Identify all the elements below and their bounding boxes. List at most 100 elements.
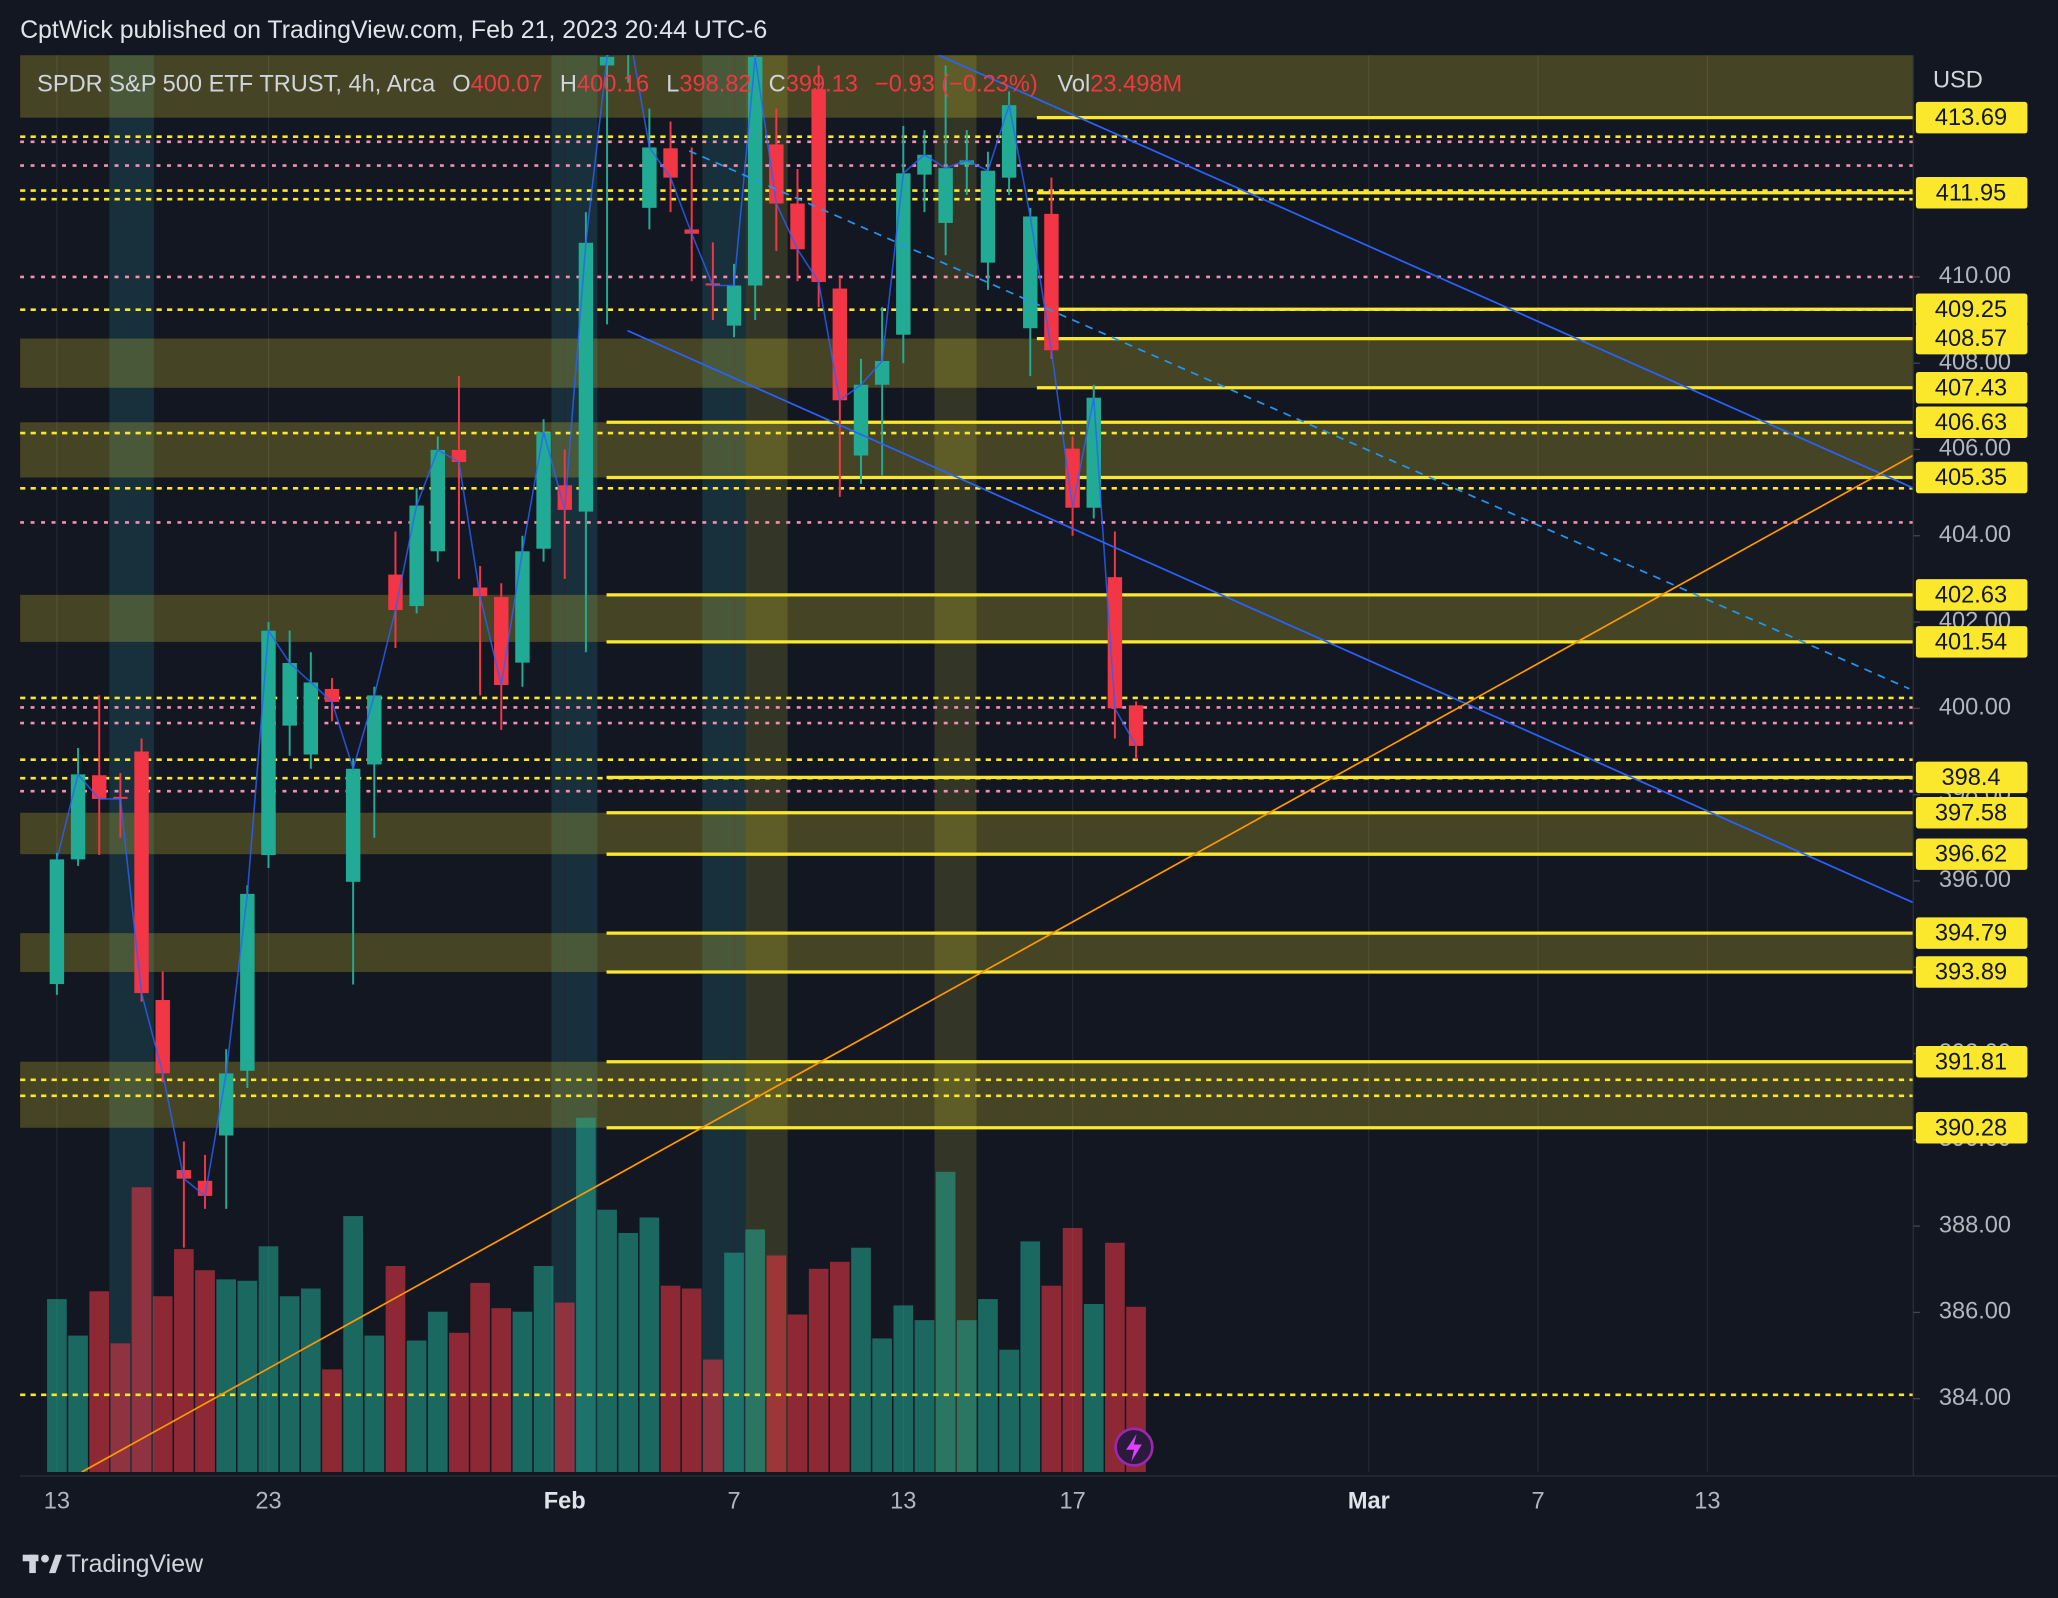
volume-bar	[766, 1255, 787, 1473]
level-label-box	[1915, 797, 2028, 829]
legend-value: 400.16	[577, 72, 649, 98]
volume-bar	[597, 1209, 617, 1473]
level-label: 398.4	[1941, 765, 2000, 791]
candle-body	[113, 796, 128, 799]
volume-bar	[68, 1335, 88, 1473]
volume-bar	[935, 1171, 956, 1473]
volume-bar	[533, 1266, 554, 1473]
level-label-box	[1915, 956, 2028, 988]
candle-body	[663, 148, 678, 178]
volume-bar	[1105, 1242, 1125, 1473]
level-label: 407.43	[1935, 375, 2007, 401]
price-axis	[1913, 0, 2058, 1476]
x-tick-label: 13	[44, 1488, 70, 1514]
y-tick-label: 406.00	[1939, 436, 2011, 462]
zone	[20, 55, 1914, 118]
level-label: 391.81	[1935, 1049, 2007, 1075]
candle-body	[747, 56, 763, 286]
candle-body	[176, 1170, 192, 1179]
volume-bar	[470, 1282, 490, 1473]
level-label: 411.95	[1936, 180, 2006, 206]
candle-body	[578, 242, 594, 512]
volume-bar	[554, 1302, 575, 1473]
y-tick-label: 404.00	[1939, 522, 2011, 548]
volume-bar	[89, 1291, 110, 1473]
volume-bar	[427, 1311, 448, 1473]
level-label-box	[1915, 176, 2028, 209]
candle-body	[49, 859, 65, 985]
volume-bar	[851, 1247, 871, 1473]
candle-body	[536, 432, 551, 549]
volume-bar	[576, 1117, 596, 1473]
volume-bar	[110, 1343, 131, 1473]
zone	[20, 594, 1914, 642]
candle-body	[726, 285, 742, 326]
candle-body	[917, 154, 932, 175]
zone	[20, 933, 1914, 972]
level-label: 402.63	[1935, 582, 2007, 608]
volume-bar	[300, 1288, 321, 1473]
candle-body	[218, 1073, 234, 1136]
legend-label: H	[560, 72, 577, 98]
volume-bar	[174, 1249, 194, 1473]
volume-bar	[787, 1314, 808, 1473]
volume-bar	[385, 1266, 406, 1473]
volume-bar	[279, 1296, 300, 1473]
candle-body	[303, 682, 319, 755]
level-label-box	[1915, 101, 2028, 134]
candle-body	[1023, 216, 1038, 329]
volume-bar	[893, 1305, 914, 1473]
alert-bolt	[1126, 1434, 1142, 1462]
y-tick-label: 388.00	[1939, 1212, 2011, 1238]
level-label: 405.35	[1935, 465, 2007, 491]
candle-body	[345, 768, 361, 882]
zone	[20, 338, 1914, 388]
candle-body	[1107, 577, 1123, 709]
level-label: 393.89	[1935, 960, 2007, 986]
volume-bar	[512, 1311, 533, 1473]
level-label: 390.28	[1935, 1115, 2007, 1141]
candle-body	[515, 551, 530, 663]
volume-bar	[872, 1338, 892, 1473]
zone	[20, 422, 1914, 478]
level-label: 413.69	[1935, 105, 2007, 131]
candle-body	[557, 485, 572, 510]
header: CptWick published on TradingView.com, Fe…	[20, 16, 767, 44]
level-label-box	[1915, 1111, 2028, 1144]
y-tick-label: 384.00	[1939, 1385, 2011, 1411]
x-tick-label: 23	[255, 1488, 281, 1514]
currency: USD	[1933, 68, 1983, 94]
y-tick-label: 396.00	[1939, 867, 2011, 893]
legend-value: 400.07	[471, 72, 543, 98]
candle-body	[155, 1000, 170, 1074]
volume-bar	[343, 1216, 363, 1473]
level-label-box	[1915, 322, 2028, 355]
level-label: 394.79	[1935, 921, 2007, 947]
volume-bar	[1020, 1241, 1041, 1473]
legend-change: −0.93 (−0.23%)	[875, 72, 1038, 98]
level-label-box	[1915, 761, 2028, 794]
volume-bar	[195, 1270, 215, 1473]
level-label: 397.58	[1935, 800, 2007, 826]
volume-bar	[322, 1369, 342, 1473]
level-label: 408.57	[1935, 326, 2007, 352]
volume-bar	[1083, 1303, 1104, 1473]
time-axis	[0, 1477, 2058, 1530]
candle-body	[1128, 705, 1144, 746]
volume-bar	[47, 1299, 67, 1473]
level-label: 406.63	[1935, 410, 2007, 436]
candle-body	[980, 170, 996, 263]
volume-bar	[131, 1187, 152, 1473]
level-label-box	[1915, 406, 2028, 439]
candle-body	[896, 173, 911, 335]
brand-logo	[22, 1554, 63, 1574]
volume-bar	[618, 1232, 639, 1473]
volume-bar	[703, 1359, 723, 1473]
volume-bar	[829, 1261, 850, 1473]
volume-bar	[237, 1280, 258, 1473]
legend-value: 398.82	[679, 72, 751, 98]
brand: TradingView	[66, 1550, 204, 1578]
volume-bar	[808, 1268, 829, 1473]
level-label: 401.54	[1935, 629, 2007, 655]
level-label-box	[1915, 1045, 2028, 1078]
